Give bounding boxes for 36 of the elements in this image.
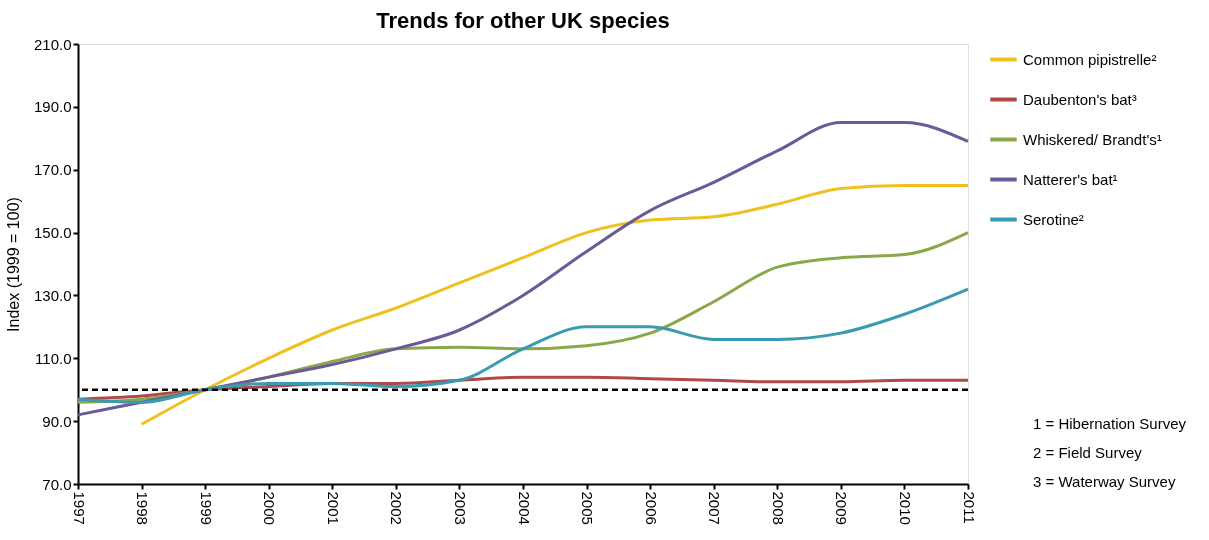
x-tick-label: 2004 [515, 491, 533, 525]
x-tick-label: 2001 [324, 491, 342, 525]
y-tick-label: 130.0 [33, 286, 72, 304]
y-tick-label: 70.0 [42, 475, 72, 493]
legend-label: Daubenton's bat³ [1023, 90, 1137, 108]
x-tick-label: 1999 [197, 491, 215, 525]
legend-label: Whiskered/ Brandt's¹ [1023, 130, 1162, 148]
line-series [140, 183, 970, 426]
x-tick-label: 2009 [833, 491, 851, 525]
x-tick-label: 2011 [960, 491, 978, 524]
x-tick-label: 2010 [896, 491, 914, 525]
chart-title: Trends for other UK species [376, 8, 670, 33]
x-tick-label: 1998 [134, 491, 152, 525]
y-tick-label: 210.0 [33, 35, 72, 53]
x-tick-label: 2007 [706, 491, 724, 525]
text: 1 = Hibernation Survey [1033, 415, 1187, 432]
x-tick-label: 2003 [451, 491, 469, 525]
y-tick-label: 90.0 [42, 412, 72, 430]
y-tick-label: 110.0 [35, 349, 72, 367]
x-tick-label: 2006 [642, 491, 660, 525]
x-tick-label: 1997 [70, 491, 88, 525]
text: 3 = Waterway Survey [1033, 473, 1176, 490]
y-axis-title: Index (1999 = 100) [4, 197, 22, 332]
line-series [76, 121, 970, 417]
y-tick-label: 170.0 [33, 161, 72, 179]
x-tick-label: 2008 [769, 491, 787, 525]
x-tick-label: 2000 [261, 491, 279, 525]
legend-label: Common pipistrelle² [1023, 50, 1157, 68]
y-tick-label: 150.0 [33, 224, 72, 242]
x-tick-label: 2005 [579, 491, 597, 525]
line-series [76, 287, 970, 404]
y-tick-label: 190.0 [33, 98, 72, 116]
text: 2 = Field Survey [1033, 444, 1143, 461]
x-tick-label: 2002 [388, 491, 406, 525]
legend-label: Natterer's bat¹ [1023, 170, 1118, 188]
legend-label: Serotine² [1023, 210, 1084, 228]
